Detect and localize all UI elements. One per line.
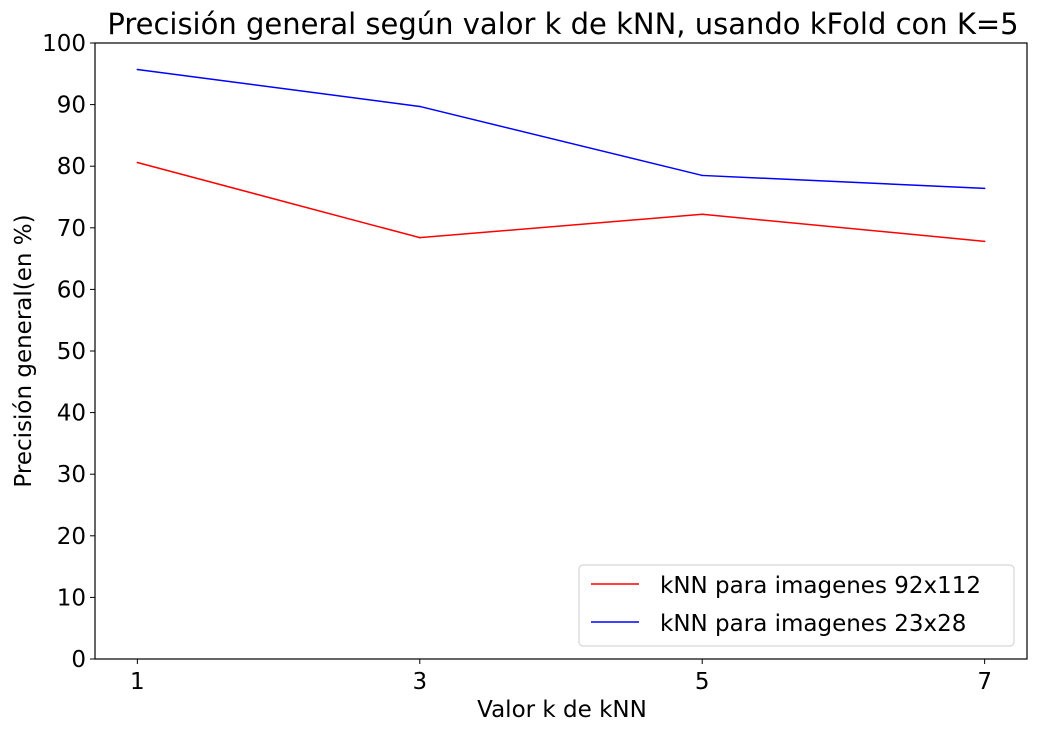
y-tick-label: 40 — [57, 401, 86, 427]
series-lines — [136, 68, 986, 243]
y-tick-label: 100 — [42, 31, 86, 57]
data-point-series-1 — [701, 174, 704, 177]
data-point-series-1 — [418, 105, 421, 108]
data-point-series-0 — [418, 236, 421, 239]
y-tick-label: 0 — [71, 647, 86, 673]
data-point-series-1 — [136, 68, 139, 71]
y-tick-label: 80 — [57, 154, 86, 180]
legend-label-series-0: kNN para imagenes 92x112 — [660, 573, 981, 599]
y-tick-label: 60 — [57, 277, 86, 303]
legend-label-series-1: kNN para imagenes 23x28 — [660, 611, 966, 637]
y-tick-label: 30 — [57, 462, 86, 488]
y-axis-label: Precisión general(en %) — [11, 214, 37, 487]
data-point-series-0 — [701, 213, 704, 216]
y-tick-label: 10 — [57, 585, 86, 611]
legend-box — [578, 564, 1015, 647]
chart-title: Precisión general según valor k de kNN, … — [107, 7, 1018, 41]
y-tick-label: 90 — [57, 93, 86, 119]
x-axis-ticks: 1 3 5 7 — [130, 659, 992, 695]
x-tick-label: 5 — [695, 669, 710, 695]
data-point-series-1 — [983, 187, 986, 190]
plot-frame — [94, 42, 1028, 660]
y-tick-label: 50 — [57, 339, 86, 365]
plot-area: 0 10 20 30 40 50 60 70 80 90 100 1 3 5 7 — [42, 31, 1028, 695]
y-tick-label: 20 — [57, 524, 86, 550]
y-axis-ticks: 0 10 20 30 40 50 60 70 80 90 100 — [42, 31, 95, 673]
series-line-1 — [137, 68, 985, 190]
x-axis-label: Valor k de kNN — [477, 697, 647, 723]
data-point-series-0 — [983, 240, 986, 243]
data-point-series-0 — [136, 161, 139, 164]
legend: kNN para imagenes 92x112 kNN para imagen… — [578, 564, 1015, 647]
series-line-0 — [137, 161, 985, 243]
y-tick-label: 70 — [57, 216, 86, 242]
x-tick-label: 7 — [977, 669, 992, 695]
x-tick-label: 3 — [412, 669, 427, 695]
x-tick-label: 1 — [130, 669, 145, 695]
